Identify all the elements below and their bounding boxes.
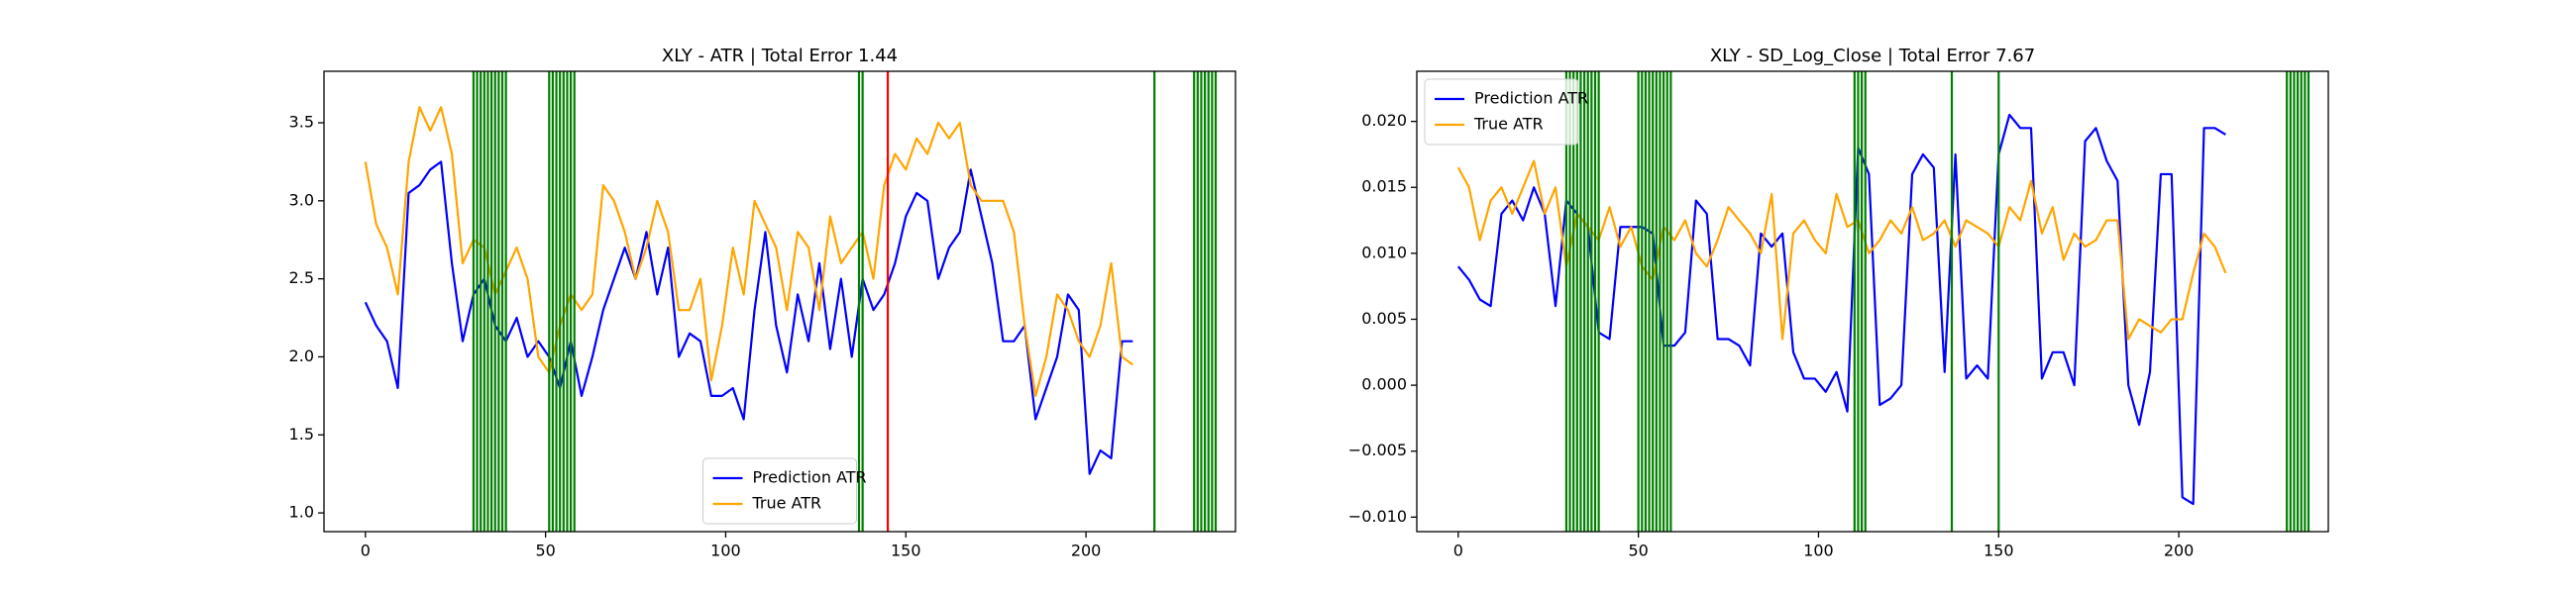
x-tick-label: 150 (891, 542, 921, 560)
series-line (1456, 159, 2227, 341)
legend: Prediction ATR True ATR (1424, 78, 1588, 146)
legend-label: True ATR (1473, 115, 1544, 134)
legend-label: Prediction ATR (1474, 89, 1588, 108)
x-tick-label: 200 (1071, 542, 1102, 560)
x-tick-label: 200 (2164, 542, 2195, 560)
legend-label: True ATR (752, 494, 822, 513)
x-tick-label: 150 (1984, 542, 2014, 560)
y-tick-label: 0.010 (1361, 243, 1407, 261)
plot-area (364, 71, 1218, 532)
x-tick-label: 100 (1803, 542, 1834, 560)
y-tick-label: 2.5 (289, 268, 314, 287)
y-tick-label: 3.5 (289, 113, 314, 132)
chart-title: XLY - ATR | Total Error 1.44 (662, 46, 898, 66)
axes: XLY - SD_Log_Close | Total Error 7.67 0 50… (1348, 46, 2329, 560)
plot-area (1456, 71, 2310, 532)
axes-frame (323, 70, 1236, 533)
y-tick-label: −0.005 (1348, 441, 1407, 459)
legend-box (702, 457, 857, 525)
y-tick-label: 3.0 (289, 190, 314, 209)
legend-label: Prediction ATR (753, 468, 867, 487)
x-tick-label: 50 (535, 542, 555, 560)
axes-frame (1416, 70, 2329, 533)
x-tick-label: 50 (1628, 542, 1648, 560)
y-tick-label: 1.5 (289, 425, 314, 444)
y-tick-label: 0.005 (1361, 309, 1407, 328)
chart-title: XLY - SD_Log_Close | Total Error 7.67 (1710, 46, 2035, 66)
y-tick-label: 0.015 (1361, 177, 1407, 196)
series-line (364, 160, 1133, 475)
series-line (364, 106, 1134, 397)
legend-box (1424, 78, 1579, 146)
x-tick-label: 0 (361, 542, 371, 560)
y-tick-label: −0.010 (1348, 507, 1407, 526)
legend: Prediction ATR True ATR (702, 457, 867, 525)
y-tick-label: 0.000 (1361, 375, 1407, 394)
y-tick-label: 2.0 (289, 346, 314, 365)
axes: XLY - ATR | Total Error 1.44 0 50 100 150 200… (289, 46, 1236, 560)
x-tick-label: 100 (710, 542, 741, 560)
y-tick-label: 1.0 (289, 503, 314, 522)
y-tick-label: 0.020 (1361, 111, 1407, 130)
x-tick-label: 0 (1453, 542, 1463, 560)
